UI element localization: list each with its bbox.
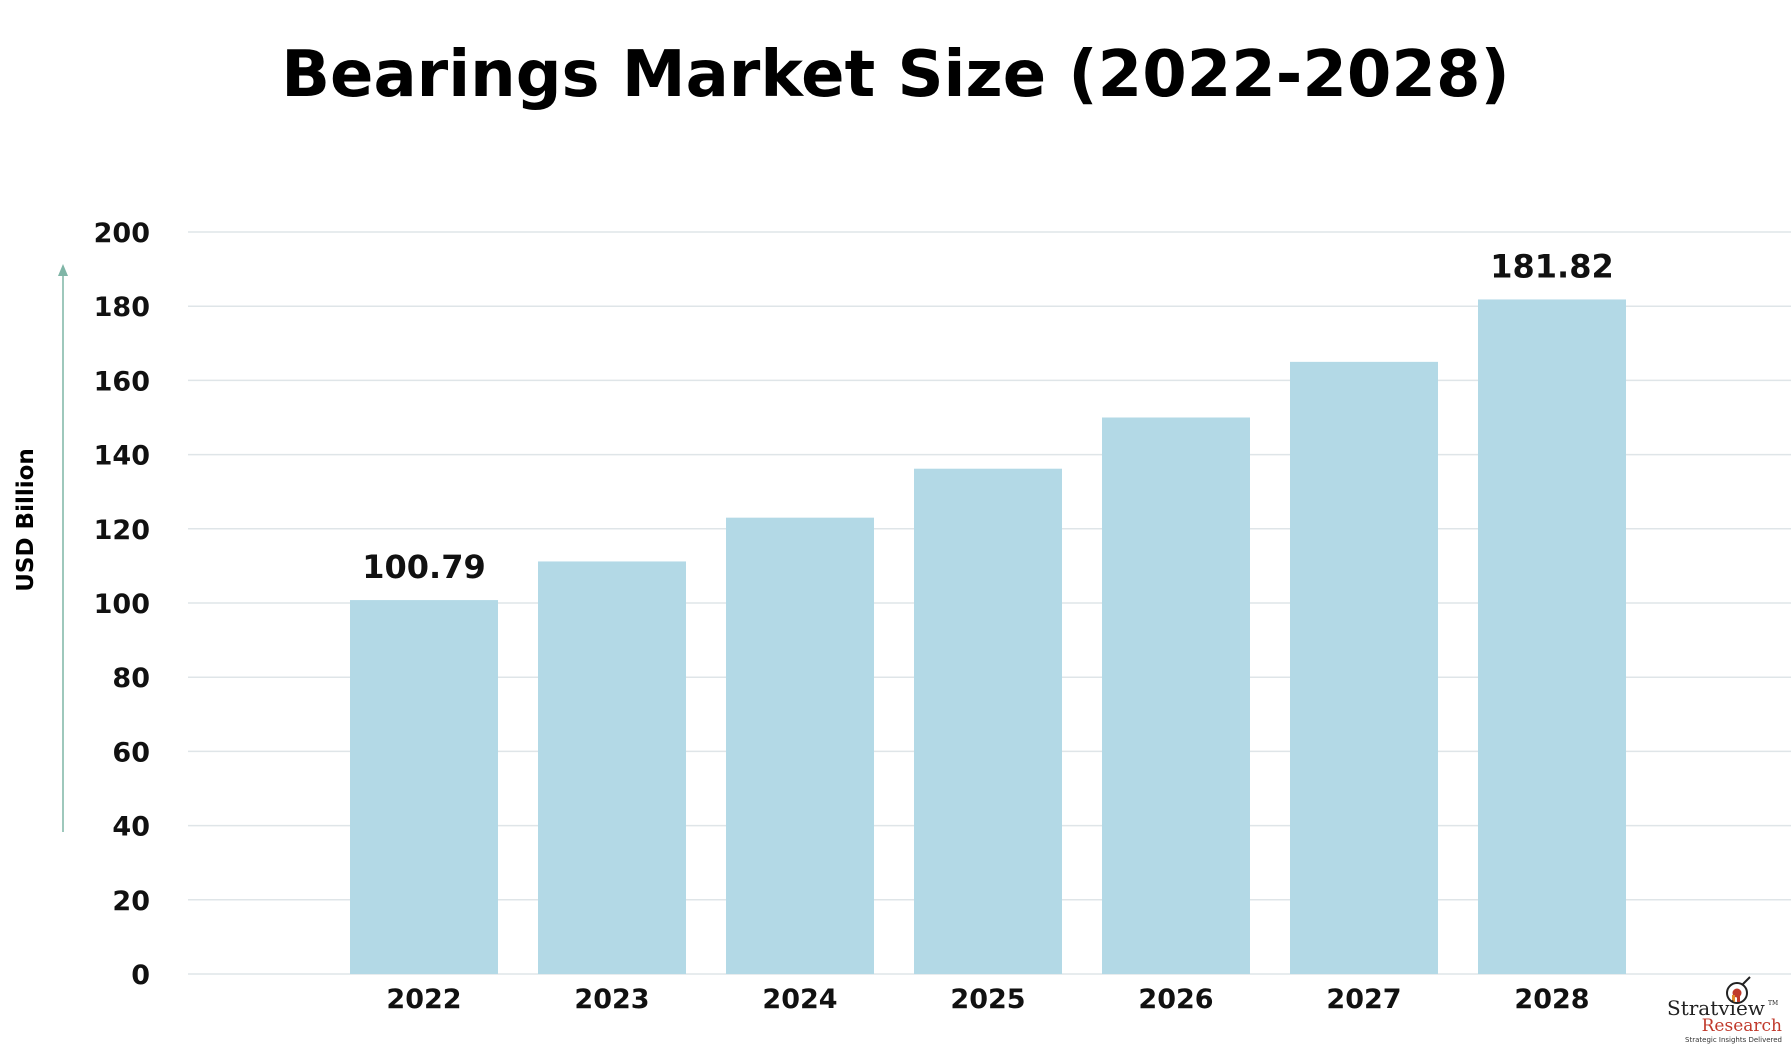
y-tick-label: 60 <box>112 737 150 768</box>
y-tick-label: 200 <box>94 218 150 249</box>
y-tick-label: 100 <box>94 589 150 620</box>
chart-title: Bearings Market Size (2022-2028) <box>281 38 1510 112</box>
y-axis-arrow <box>58 264 68 832</box>
y-tick-label: 40 <box>112 812 150 843</box>
x-tick-label: 2025 <box>950 984 1025 1015</box>
x-tick-label: 2023 <box>574 984 649 1015</box>
logo-sub: Research <box>1702 1016 1782 1036</box>
y-tick-label: 0 <box>131 960 150 991</box>
x-tick-label: 2028 <box>1514 984 1589 1015</box>
data-label-2022: 100.79 <box>362 548 485 586</box>
logo-tagline: Strategic Insights Delivered <box>1685 1036 1782 1044</box>
bar-2022 <box>350 600 498 974</box>
bar-2025 <box>914 468 1062 974</box>
x-tick-label: 2026 <box>1138 984 1213 1015</box>
y-tick-label: 160 <box>94 366 150 397</box>
y-axis-ticks: 0 20 40 60 80 100 120 140 160 180 200 <box>94 218 150 991</box>
bar-2028 <box>1478 299 1626 974</box>
target-chart-icon <box>1726 976 1751 1004</box>
bar-2023 <box>538 561 686 974</box>
y-axis-label: USD Billion <box>13 448 39 592</box>
data-labels: 100.79 181.82 <box>362 247 1613 586</box>
bar-2027 <box>1290 361 1438 975</box>
bars <box>350 299 1626 975</box>
y-tick-label: 20 <box>112 886 150 917</box>
x-tick-label: 2024 <box>762 984 837 1015</box>
bar-2026 <box>1102 417 1250 974</box>
y-tick-label: 180 <box>94 292 150 323</box>
y-tick-label: 80 <box>112 663 150 694</box>
stratview-logo: Stratview TM Research Strategic Insights… <box>1664 975 1784 1045</box>
x-tick-label: 2027 <box>1326 984 1401 1015</box>
x-axis-ticks: 2022 2023 2024 2025 2026 2027 2028 <box>386 984 1589 1015</box>
y-tick-label: 120 <box>94 515 150 546</box>
logo-name: Stratview <box>1667 996 1765 1020</box>
data-label-2028: 181.82 <box>1490 247 1613 285</box>
y-tick-label: 140 <box>94 441 150 472</box>
logo-trademark: TM <box>1768 1000 1778 1007</box>
x-tick-label: 2022 <box>386 984 461 1015</box>
bar-2024 <box>726 517 874 974</box>
